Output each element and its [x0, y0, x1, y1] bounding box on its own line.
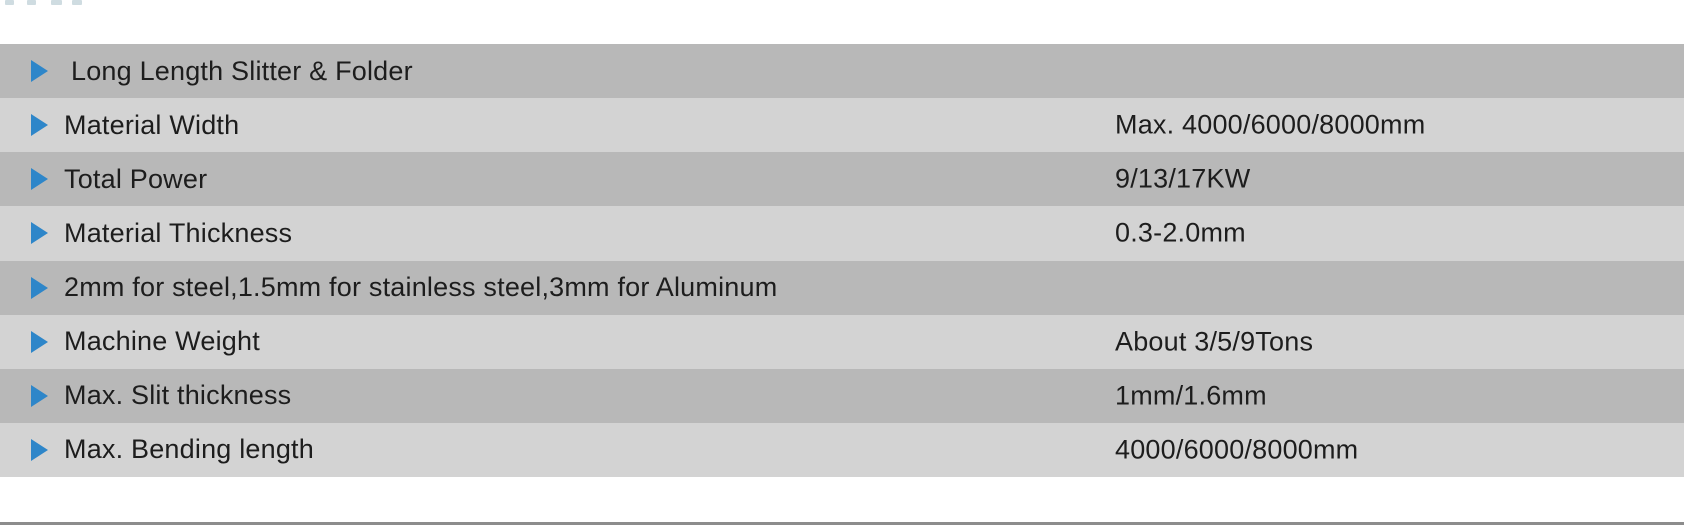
triangle-bullet-icon [31, 222, 48, 245]
cropped-text-artifact [5, 0, 14, 5]
triangle-bullet-icon [31, 384, 48, 407]
spec-value: 9/13/17KW [1115, 163, 1251, 194]
spec-value: 1mm/1.6mm [1115, 380, 1267, 411]
spec-row: Total Power 9/13/17KW [0, 152, 1684, 207]
cropped-text-artifact [72, 0, 82, 5]
spec-row: Long Length Slitter & Folder [0, 44, 1684, 99]
triangle-bullet-icon [31, 60, 48, 83]
spec-row: Material Thickness 0.3-2.0mm [0, 206, 1684, 261]
spec-label: Long Length Slitter & Folder [71, 55, 413, 86]
spec-row: Machine Weight About 3/5/9Tons [0, 314, 1684, 369]
triangle-bullet-icon [31, 114, 48, 137]
spec-row: Material Width Max. 4000/6000/8000mm [0, 98, 1684, 153]
spec-value: About 3/5/9Tons [1115, 326, 1314, 357]
spec-label: Total Power [64, 163, 208, 194]
spec-label: 2mm for steel,1.5mm for stainless steel,… [64, 272, 778, 303]
cropped-text-artifact [51, 0, 62, 5]
triangle-bullet-icon [31, 168, 48, 191]
spec-table: Long Length Slitter & Folder Material Wi… [0, 44, 1684, 477]
spec-label: Max. Slit thickness [64, 380, 292, 411]
triangle-bullet-icon [31, 438, 48, 461]
triangle-bullet-icon [31, 276, 48, 299]
spec-label: Machine Weight [64, 326, 260, 357]
triangle-bullet-icon [31, 330, 48, 353]
cropped-text-artifact [27, 0, 36, 5]
spec-row: Max. Slit thickness 1mm/1.6mm [0, 368, 1684, 423]
bottom-divider [0, 522, 1684, 525]
spec-row: 2mm for steel,1.5mm for stainless steel,… [0, 260, 1684, 315]
spec-label: Max. Bending length [64, 434, 314, 465]
spec-row: Max. Bending length 4000/6000/8000mm [0, 422, 1684, 477]
spec-label: Material Thickness [64, 217, 293, 248]
spec-label: Material Width [64, 109, 240, 140]
spec-value: 0.3-2.0mm [1115, 217, 1246, 248]
spec-value: 4000/6000/8000mm [1115, 434, 1359, 465]
spec-value: Max. 4000/6000/8000mm [1115, 109, 1426, 140]
